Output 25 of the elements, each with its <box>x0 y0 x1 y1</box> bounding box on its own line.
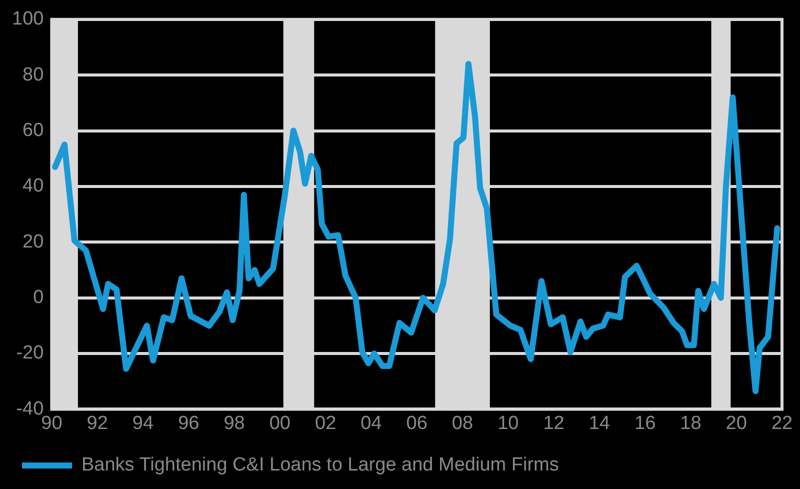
x-tick-label: 90 <box>41 412 62 434</box>
y-tick-label: 40 <box>22 176 44 197</box>
y-tick-label: 80 <box>22 64 44 86</box>
y-tick-label: 100 <box>12 8 44 30</box>
x-tick-label: 12 <box>543 412 564 434</box>
x-tick-label: 92 <box>86 412 108 434</box>
x-tick-label: 98 <box>224 412 245 434</box>
x-tick-label: 08 <box>452 412 474 434</box>
y-tick-label: -20 <box>16 342 44 364</box>
x-tick-label: 02 <box>314 412 336 434</box>
x-tick-label: 06 <box>406 412 428 434</box>
x-tick-label: 22 <box>771 412 793 434</box>
y-tick-label: 0 <box>33 287 44 308</box>
x-tick-label: 20 <box>726 412 747 434</box>
y-tick-label: 20 <box>22 231 44 252</box>
x-tick-label: 14 <box>588 412 610 434</box>
x-tick-label: 96 <box>178 412 200 434</box>
x-tick-label: 18 <box>680 412 702 434</box>
x-tick-label: 00 <box>269 412 290 434</box>
x-tick-label: 94 <box>132 412 154 434</box>
x-tick-label: 16 <box>634 412 656 434</box>
x-tick-label: 10 <box>498 412 519 434</box>
y-tick-label: 60 <box>22 120 44 142</box>
legend-label: Banks Tightening C&I Loans to Large and Medium Firms <box>82 454 559 476</box>
x-tick-label: 04 <box>360 412 382 434</box>
